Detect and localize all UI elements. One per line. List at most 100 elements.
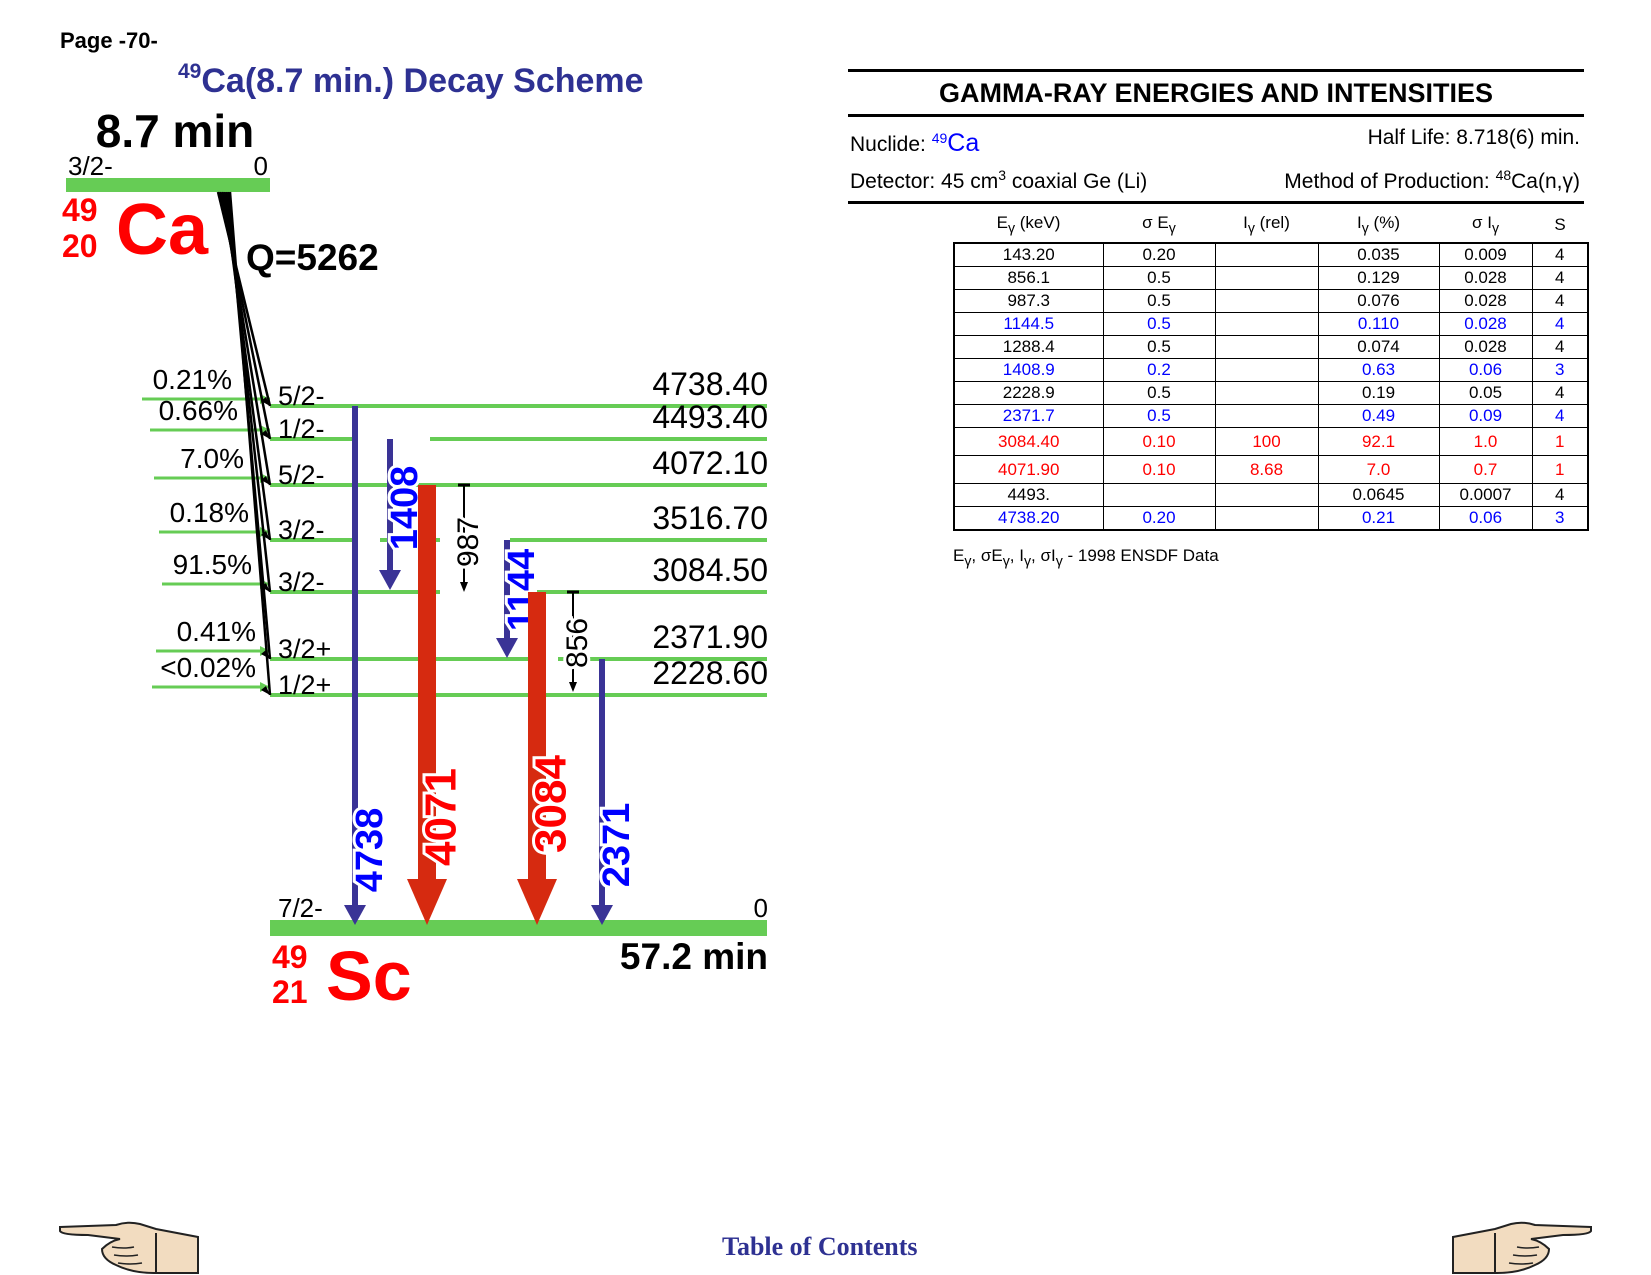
intensity-rel-cell: 8.68	[1214, 455, 1319, 484]
intensity-pct-cell: 7.0	[1317, 455, 1440, 484]
gamma-arrow-shaft	[504, 540, 510, 638]
header-intensity-pct: Iγ (%)	[1357, 213, 1400, 237]
source-cell: 4	[1531, 312, 1589, 336]
source-cell: 4	[1531, 266, 1589, 290]
energy-error-cell: 0.10	[1102, 427, 1216, 456]
intensity-pct-cell: 0.19	[1317, 381, 1440, 405]
intensity-pct-cell: 0.074	[1317, 335, 1440, 359]
intensity-rel-cell	[1214, 242, 1319, 267]
level-spin: 3/2+	[278, 634, 331, 664]
detector-text: Detector: 45 cm	[850, 170, 999, 193]
gamma-panel: GAMMA-RAY ENERGIES AND INTENSITIES Nucli…	[848, 69, 1584, 204]
energy-error-cell: 0.20	[1102, 242, 1216, 267]
intensity-rel-cell	[1214, 312, 1319, 336]
intensity-error-cell: 0.06	[1438, 358, 1533, 382]
table-row: 2228.9 0.5 0.19 0.05 4	[953, 381, 1589, 405]
intensity-rel-cell	[1214, 483, 1319, 507]
level-energy: 3084.50	[652, 552, 768, 588]
table-footnote: Eγ, σEγ, Iγ, σIγ - 1998 ENSDF Data	[953, 546, 1219, 570]
intensity-error-cell: 0.7	[1438, 455, 1533, 484]
table-header-row: Eγ (keV) σ Eγ Iγ (rel) Iγ (%) σ Iγ S	[954, 208, 1588, 243]
gamma-arrowhead	[591, 905, 613, 925]
table-row: 2371.7 0.5 0.49 0.09 4	[953, 404, 1589, 428]
table-of-contents-link[interactable]: Table of Contents	[722, 1232, 918, 1261]
source-cell: 3	[1531, 358, 1589, 382]
branch-percent: 0.41%	[177, 616, 256, 647]
level-energy: 4493.40	[652, 399, 768, 435]
header-energy: Eγ (keV)	[996, 213, 1061, 237]
beta-decay-arrowhead	[261, 686, 270, 695]
energy-error-cell: 0.2	[1102, 358, 1216, 382]
level-spin: 1/2+	[278, 670, 331, 700]
branch-percent: 7.0%	[180, 443, 244, 474]
intensity-error-cell: 0.009	[1438, 242, 1533, 267]
intensity-pct-cell: 0.110	[1317, 312, 1440, 336]
intensity-pct-cell: 92.1	[1317, 427, 1440, 456]
half-life-info: Half Life: 8.718(6) min.	[1367, 126, 1580, 149]
next-page-hand-icon[interactable]	[1451, 1219, 1593, 1275]
daughter-spin: 7/2-	[278, 893, 323, 923]
top-rule	[848, 69, 1584, 72]
energy-error-cell: 0.20	[1102, 506, 1216, 531]
gamma-energy-label: 856	[561, 618, 594, 668]
daughter-energy: 0	[754, 893, 768, 923]
production-info: Method of Production: 48Ca(n,γ)	[1284, 160, 1580, 197]
daughter-halflife: 57.2 min	[620, 936, 768, 977]
title-rule	[848, 114, 1584, 117]
table-row: 3084.40 0.10 100 92.1 1.0 1	[953, 427, 1589, 456]
level-spin: 5/2-	[278, 381, 325, 411]
energy-cell: 4493.	[953, 483, 1104, 507]
daughter-mass-number: 49	[272, 939, 308, 975]
intensity-error-cell: 0.0007	[1438, 483, 1533, 507]
level-spin: 1/2-	[278, 414, 325, 444]
info-rule	[848, 201, 1584, 204]
header-intensity-error: σ Iγ	[1471, 213, 1500, 237]
level-energy: 4738.40	[652, 366, 768, 402]
energy-error-cell: 0.5	[1102, 289, 1216, 313]
table-row: 1288.4 0.5 0.074 0.028 4	[953, 335, 1589, 359]
parent-symbol: Ca	[116, 190, 209, 270]
parent-level-bar	[66, 178, 270, 192]
energy-cell: 1144.5	[953, 312, 1104, 336]
production-label: Method of Production:	[1284, 170, 1496, 193]
gamma-arrowhead	[569, 682, 577, 692]
energy-cell: 4071.90	[953, 455, 1104, 484]
intensity-error-cell: 0.028	[1438, 266, 1533, 290]
intensity-error-cell: 0.05	[1438, 381, 1533, 405]
intensity-error-cell: 0.028	[1438, 335, 1533, 359]
gamma-energy-label: 3084	[527, 755, 576, 853]
header-intensity-rel: Iγ (rel)	[1243, 213, 1290, 237]
intensity-error-cell: 0.028	[1438, 289, 1533, 313]
energy-error-cell: 0.5	[1102, 381, 1216, 405]
gamma-arrow-shaft	[387, 439, 393, 570]
gamma-energy-label: 4071	[417, 768, 466, 866]
title-mass-number: 49	[178, 60, 202, 83]
energy-error-cell: 0.5	[1102, 404, 1216, 428]
branch-percent: 0.66%	[159, 395, 238, 426]
parent-energy: 0	[254, 151, 268, 181]
level-spin: 3/2-	[278, 515, 325, 545]
page-label: Page -70-	[60, 28, 158, 53]
beta-decay-line	[228, 191, 272, 696]
intensity-pct-cell: 0.076	[1317, 289, 1440, 313]
gamma-table: Eγ (keV) σ Eγ Iγ (rel) Iγ (%) σ Iγ S 143…	[953, 208, 1589, 531]
gamma-arrow-shaft	[572, 592, 574, 682]
nuclide-symbol: Ca	[947, 129, 980, 157]
intensity-pct-cell: 0.129	[1317, 266, 1440, 290]
level-energy: 4072.10	[652, 445, 768, 481]
parent-mass-number: 49	[62, 192, 98, 228]
header-energy-error: σ Eγ	[1142, 213, 1176, 237]
intensity-error-cell: 0.09	[1438, 404, 1533, 428]
previous-page-hand-icon[interactable]	[58, 1219, 200, 1275]
production-mass: 48	[1495, 167, 1512, 183]
detector-type: coaxial Ge (Li)	[1006, 170, 1148, 193]
branch-percent: 91.5%	[173, 549, 252, 580]
table-row: 1408.9 0.2 0.63 0.06 3	[953, 358, 1589, 382]
source-cell: 4	[1531, 242, 1589, 267]
production-reaction: Ca(n,γ)	[1511, 170, 1580, 193]
nuclide-info: Nuclide: 49Ca	[850, 123, 979, 160]
table-row: 1144.5 0.5 0.110 0.028 4	[953, 312, 1589, 336]
gamma-panel-title: GAMMA-RAY ENERGIES AND INTENSITIES	[938, 78, 1494, 108]
beta-decay-arrowhead	[261, 430, 270, 439]
